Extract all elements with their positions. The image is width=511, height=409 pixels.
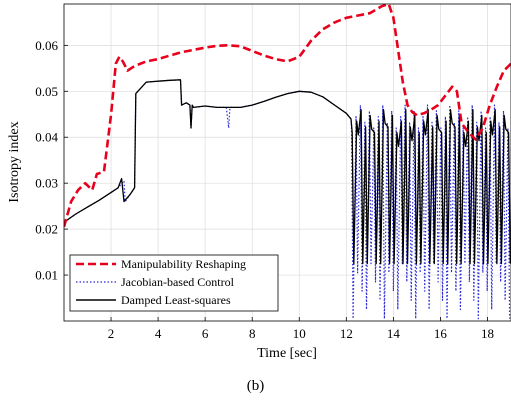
x-axis-label: Time [sec] bbox=[257, 346, 317, 361]
y-tick-label: 0.06 bbox=[35, 38, 58, 53]
x-tick-label: 18 bbox=[481, 326, 494, 341]
y-tick-label: 0.03 bbox=[35, 176, 58, 191]
x-tick-label: 10 bbox=[293, 326, 306, 341]
legend-label-damped: Damped Least-squares bbox=[121, 293, 231, 307]
x-tick-label: 12 bbox=[340, 326, 353, 341]
x-tick-label: 16 bbox=[434, 326, 448, 341]
series-line-manipulability bbox=[64, 4, 511, 228]
plot-frame bbox=[63, 3, 511, 322]
figure-caption: (b) bbox=[246, 378, 265, 394]
legend-label-jacobian: Jacobian-based Control bbox=[121, 275, 235, 289]
y-axis-label: Isotropy index bbox=[7, 121, 22, 202]
y-tick-label: 0.05 bbox=[35, 84, 58, 99]
y-tick-label: 0.02 bbox=[35, 222, 58, 237]
series-layer bbox=[64, 4, 511, 320]
x-tick-label: 2 bbox=[108, 326, 115, 341]
x-tick-label: 4 bbox=[155, 326, 162, 341]
axis-ticks: 2 4 6 8 10 12 14 16 18 0.01 0.02 0.03 0.04 0.05 0.06 bbox=[35, 38, 494, 341]
grid-lines bbox=[64, 4, 511, 321]
legend: Manipulability Reshaping Jacobian-based … bbox=[69, 254, 279, 312]
legend-label-manipulability: Manipulability Reshaping bbox=[121, 257, 246, 271]
series-line-damped bbox=[64, 79, 511, 265]
x-tick-label: 8 bbox=[249, 326, 256, 341]
y-tick-label: 0.04 bbox=[35, 130, 58, 145]
x-tick-label: 6 bbox=[202, 326, 209, 341]
isotropy-chart: 2 4 6 8 10 12 14 16 18 0.01 0.02 0.03 0.04 0.05 0.06 T… bbox=[7, 3, 511, 361]
x-tick-label: 14 bbox=[387, 326, 401, 341]
y-tick-label: 0.01 bbox=[35, 268, 58, 283]
